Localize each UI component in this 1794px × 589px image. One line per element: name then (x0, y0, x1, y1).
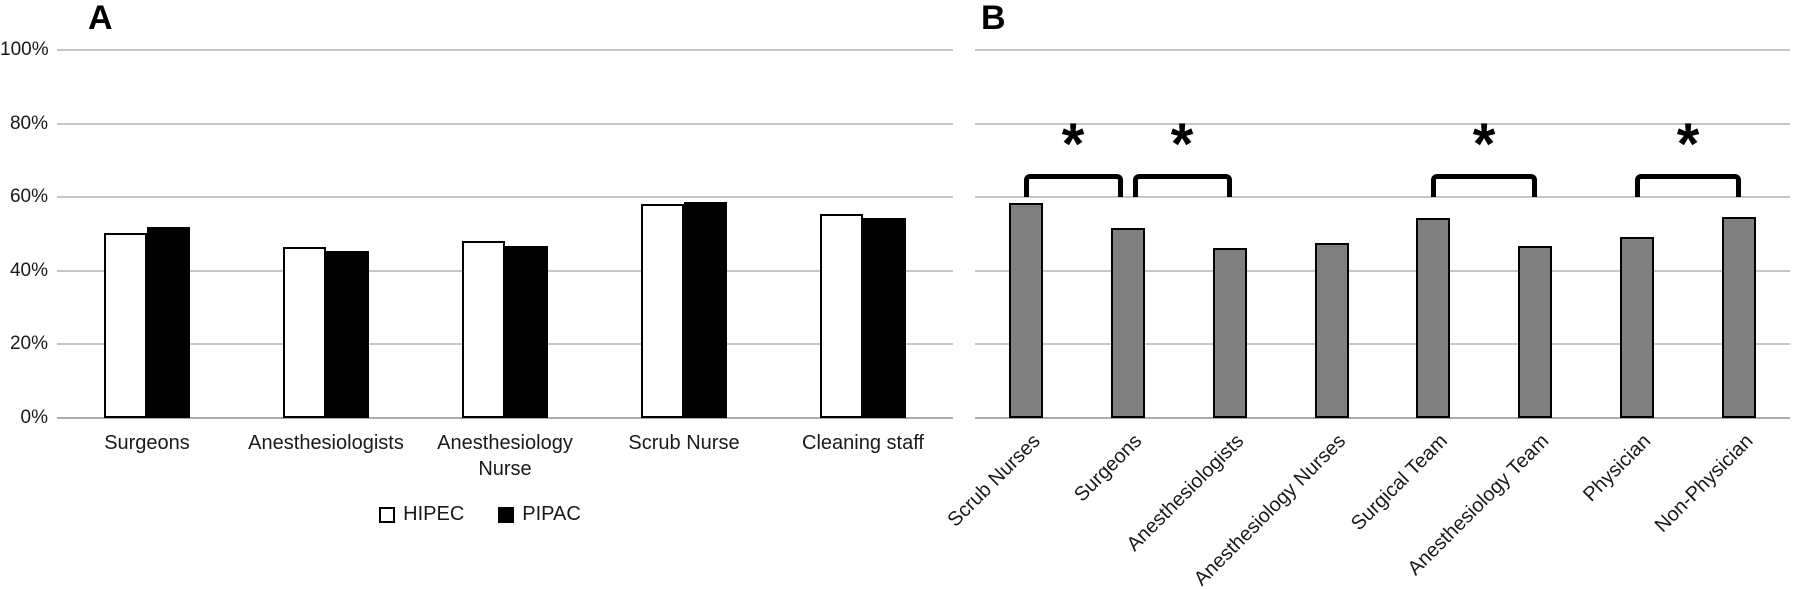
panel-a-category-cleaning-staff: Cleaning staff (802, 432, 924, 454)
open-square-swatch-icon (379, 506, 396, 523)
bar-scrub-nurses (1009, 203, 1043, 418)
bar-hipec-anesthesiologists (283, 247, 326, 418)
bar-hipec-anesthesiology-nurse (462, 241, 505, 418)
legend-item-pipac: PIPAC (498, 503, 581, 526)
significance-star-scrub-nurses-vs-surgeons: * (1061, 112, 1085, 177)
bar-anesthesiologists (1213, 248, 1247, 418)
panel-b-gridline-80 (975, 123, 1790, 125)
panel-a-ytick-20: 20% (9, 333, 48, 354)
significance-bracket-surgeons-vs-anesthesiologists (1133, 174, 1232, 197)
panel-a-gridline-0 (57, 417, 953, 419)
significance-bracket-scrub-nurses-vs-surgeons (1024, 174, 1123, 197)
panel-a-category-anesthesiology-nurse: Anesthesiology Nurse (437, 432, 573, 480)
panel-b-gridline-20 (975, 343, 1790, 345)
bar-pipac-anesthesiologists (326, 251, 369, 418)
panel-b-category-non-physician: Non-Physician (1650, 430, 1758, 537)
panel-b-label: B (981, 0, 1006, 37)
significance-bracket-surgical-team-vs-anesthesiology-team (1431, 174, 1537, 197)
bar-hipec-surgeons (104, 233, 147, 418)
bar-anesthesiology-nurses (1315, 243, 1349, 418)
bar-pipac-scrub-nurse (684, 202, 727, 418)
bar-surgeons (1111, 228, 1145, 418)
bar-non-physician (1722, 217, 1756, 418)
filled-square-swatch-icon (498, 506, 515, 523)
panel-a-category-scrub-nurse: Scrub Nurse (628, 432, 740, 454)
panel-b-category-surgeons: Surgeons (1070, 430, 1147, 507)
panel-a-gridline-80 (57, 123, 953, 125)
legend: HIPEC PIPAC (330, 503, 630, 526)
panel-a-ytick-100: 100% (0, 39, 49, 60)
legend-label-hipec: HIPEC (403, 503, 465, 525)
bar-hipec-cleaning-staff (820, 214, 863, 418)
bar-pipac-anesthesiology-nurse (505, 246, 548, 418)
panel-b-gridline-0 (975, 417, 1790, 419)
bar-pipac-cleaning-staff (863, 218, 906, 418)
panel-a-ytick-40: 40% (9, 260, 48, 281)
significance-bracket-physician-vs-non-physician (1635, 174, 1741, 197)
significance-star-surgeons-vs-anesthesiologists: * (1170, 112, 1194, 177)
panel-a-ytick-80: 80% (9, 113, 48, 134)
panel-a-ytick-0: 0% (20, 407, 48, 428)
bar-surgical-team (1416, 218, 1450, 418)
panel-a-label: A (88, 0, 113, 37)
legend-label-pipac: PIPAC (522, 503, 581, 525)
bar-anesthesiology-team (1518, 246, 1552, 418)
panel-a-gridline-100 (57, 49, 953, 51)
panel-b-category-surgical-team: Surgical Team (1346, 430, 1452, 535)
significance-star-surgical-team-vs-anesthesiology-team: * (1472, 112, 1496, 177)
panel-a-gridline-60 (57, 196, 953, 198)
significance-star-physician-vs-non-physician: * (1676, 112, 1700, 177)
panel-b-category-physician: Physician (1579, 430, 1656, 507)
panel-b-category-scrub-nurses: Scrub Nurses (943, 430, 1045, 532)
panel-a-category-anesthesiologists: Anesthesiologists (248, 432, 404, 454)
panel-b-gridline-100 (975, 49, 1790, 51)
bar-pipac-surgeons (147, 227, 190, 418)
panel-a-ytick-60: 60% (9, 186, 48, 207)
panel-b-gridline-60 (975, 196, 1790, 198)
panel-b-gridline-40 (975, 270, 1790, 272)
bar-physician (1620, 237, 1654, 418)
panel-a-category-surgeons: Surgeons (104, 432, 190, 454)
bar-hipec-scrub-nurse (641, 204, 684, 418)
legend-item-hipec: HIPEC (379, 503, 464, 526)
